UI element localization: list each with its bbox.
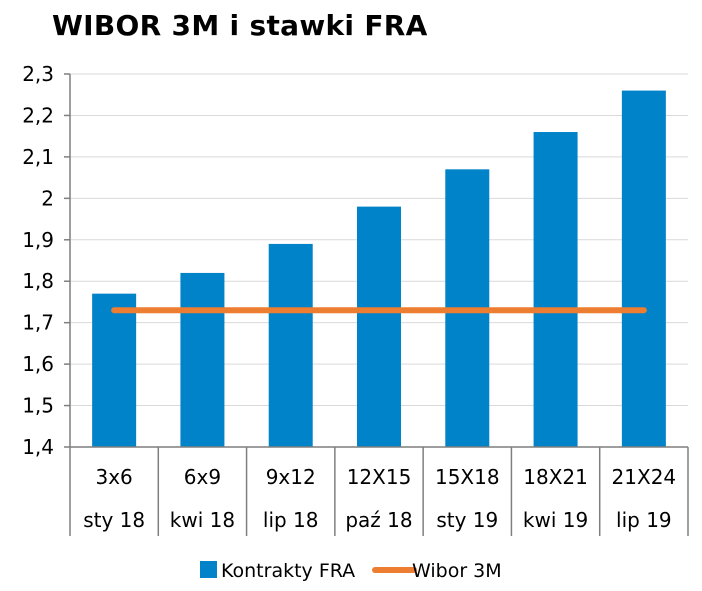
y-tick-label: 1,9 (22, 228, 54, 252)
category-date-label: paź 18 (345, 508, 412, 532)
axes (64, 73, 689, 536)
category-contract-label: 12X15 (347, 465, 412, 489)
y-tick-label: 2,1 (22, 145, 54, 169)
chart-title: WIBOR 3M i stawki FRA (52, 9, 428, 42)
bar-9x12 (268, 243, 313, 447)
y-tick-label: 1,6 (22, 352, 54, 376)
category-date-label: kwi 18 (170, 508, 235, 532)
bar-12X15 (357, 206, 401, 447)
y-tick-labels: 1,4 1,5 1,6 1,7 1,8 1,9 2 2,1 2,2 2,3 (22, 62, 54, 459)
legend: Kontrakty FRA Wibor 3M (200, 560, 502, 582)
bar-21X24 (621, 90, 666, 448)
y-tick-label: 1,7 (22, 311, 54, 335)
category-date-label: kwi 19 (523, 508, 588, 532)
legend-label-kontrakty-fra: Kontrakty FRA (221, 560, 355, 582)
category-date-label: sty 19 (436, 508, 498, 532)
y-tick-label: 2 (41, 186, 54, 210)
category-date-label: lip 18 (263, 508, 319, 532)
category-date-label: lip 19 (616, 508, 672, 532)
category-contract-label: 6x9 (184, 465, 221, 489)
legend-label-wibor-3m: Wibor 3M (412, 560, 502, 582)
y-tick-label: 2,2 (22, 103, 54, 127)
bar-6x9 (180, 272, 225, 447)
category-contract-label: 3x6 (95, 465, 132, 489)
category-labels: 3x6 sty 18 6x9 kwi 18 9x12 lip 18 12X15 paź 18 1… (83, 465, 676, 532)
bar-18X21 (533, 132, 578, 447)
category-contract-label: 18X21 (523, 465, 588, 489)
bar-3x6 (92, 293, 137, 447)
legend-swatch-kontrakty-fra (200, 561, 217, 578)
category-contract-label: 9x12 (266, 465, 316, 489)
y-tick-label: 1,8 (22, 269, 54, 293)
y-tick-label: 1,4 (22, 435, 54, 459)
category-contract-label: 21X24 (612, 465, 677, 489)
bar-series (92, 90, 666, 448)
y-tick-label: 1,5 (22, 394, 54, 418)
y-tick-label: 2,3 (22, 62, 54, 86)
category-date-label: sty 18 (83, 508, 145, 532)
category-contract-label: 15X18 (435, 465, 500, 489)
